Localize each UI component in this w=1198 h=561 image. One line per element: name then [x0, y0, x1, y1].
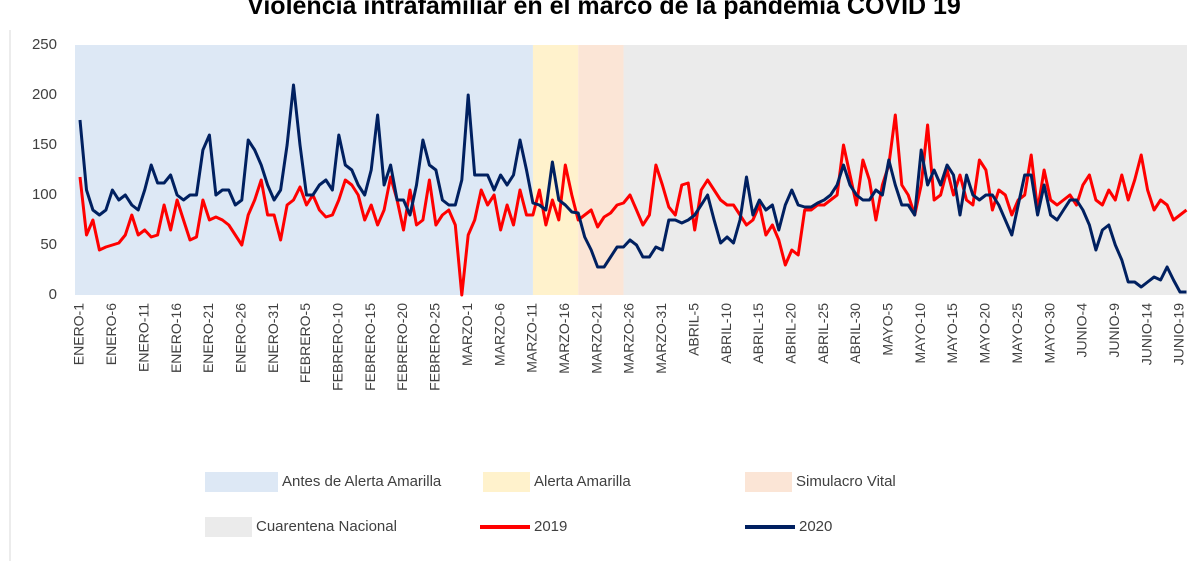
x-tick-label: ABRIL-25 [815, 303, 831, 364]
x-tick-label: JUNIO-4 [1074, 303, 1090, 358]
x-tick-label: ENERO-1 [71, 303, 87, 365]
region-band [578, 45, 624, 295]
x-tick-label: JUNIO-14 [1138, 303, 1154, 365]
x-tick-label: ABRIL-5 [685, 303, 701, 356]
chart-title: Violencia intrafamiliar en el marco de l… [247, 0, 961, 20]
series-line [78, 113, 1188, 297]
x-tick-label: ENERO-16 [168, 303, 184, 373]
legend-swatch [745, 472, 792, 492]
legend-swatch [205, 472, 278, 492]
legend-label: 2019 [534, 518, 567, 535]
y-tick-label: 50 [40, 236, 57, 253]
legend-swatch [483, 472, 530, 492]
legend-label: Cuarentena Nacional [256, 518, 397, 535]
x-tick-label: MARZO-6 [491, 303, 507, 366]
x-tick-label: MAYO-15 [944, 303, 960, 364]
x-tick-label: ENERO-11 [135, 303, 151, 372]
x-tick-label: MAYO-5 [880, 303, 896, 356]
x-tick-label: MARZO-11 [524, 303, 540, 373]
x-tick-label: JUNIO-9 [1106, 303, 1122, 358]
x-tick-label: ENERO-21 [200, 303, 216, 373]
legend-label: Antes de Alerta Amarilla [282, 473, 442, 490]
x-tick-label: MARZO-16 [556, 303, 572, 374]
x-tick-label: ABRIL-15 [750, 303, 766, 364]
x-tick-label: MAYO-30 [1041, 303, 1057, 364]
x-tick-label: MAYO-20 [977, 303, 993, 364]
x-tick-label: ENERO-26 [232, 303, 248, 373]
x-tick-label: ABRIL-20 [782, 303, 798, 364]
x-tick-label: MAYO-25 [1009, 303, 1025, 364]
x-tick-label: FEBRERO-25 [427, 303, 443, 391]
x-tick-label: ENERO-6 [103, 303, 119, 365]
x-tick-label: ENERO-31 [265, 303, 281, 373]
region-band [623, 45, 1187, 295]
x-tick-label: FEBRERO-10 [330, 303, 346, 391]
legend-label: Alerta Amarilla [534, 473, 631, 490]
legend-label: 2020 [799, 518, 832, 535]
x-tick-label: JUNIO-19 [1171, 303, 1187, 365]
y-tick-label: 150 [32, 136, 57, 153]
y-tick-label: 0 [49, 286, 57, 303]
x-tick-label: ABRIL-10 [718, 303, 734, 364]
x-tick-label: ABRIL-30 [847, 303, 863, 364]
x-tick-label: MARZO-1 [459, 303, 475, 366]
x-tick-label: MARZO-21 [588, 303, 604, 374]
region-band [532, 45, 579, 295]
x-tick-label: FEBRERO-5 [297, 303, 313, 383]
series-line [78, 83, 1187, 294]
legend-label: Simulacro Vital [796, 473, 896, 490]
x-tick-label: MARZO-26 [621, 303, 637, 374]
legend-swatch [205, 517, 252, 537]
y-tick-label: 250 [32, 36, 57, 53]
y-tick-label: 100 [32, 186, 57, 203]
x-tick-label: FEBRERO-20 [394, 303, 410, 391]
x-tick-label: MAYO-10 [912, 303, 928, 364]
x-tick-label: FEBRERO-15 [362, 303, 378, 391]
x-tick-label: MARZO-31 [653, 303, 669, 374]
y-tick-label: 200 [32, 86, 57, 103]
